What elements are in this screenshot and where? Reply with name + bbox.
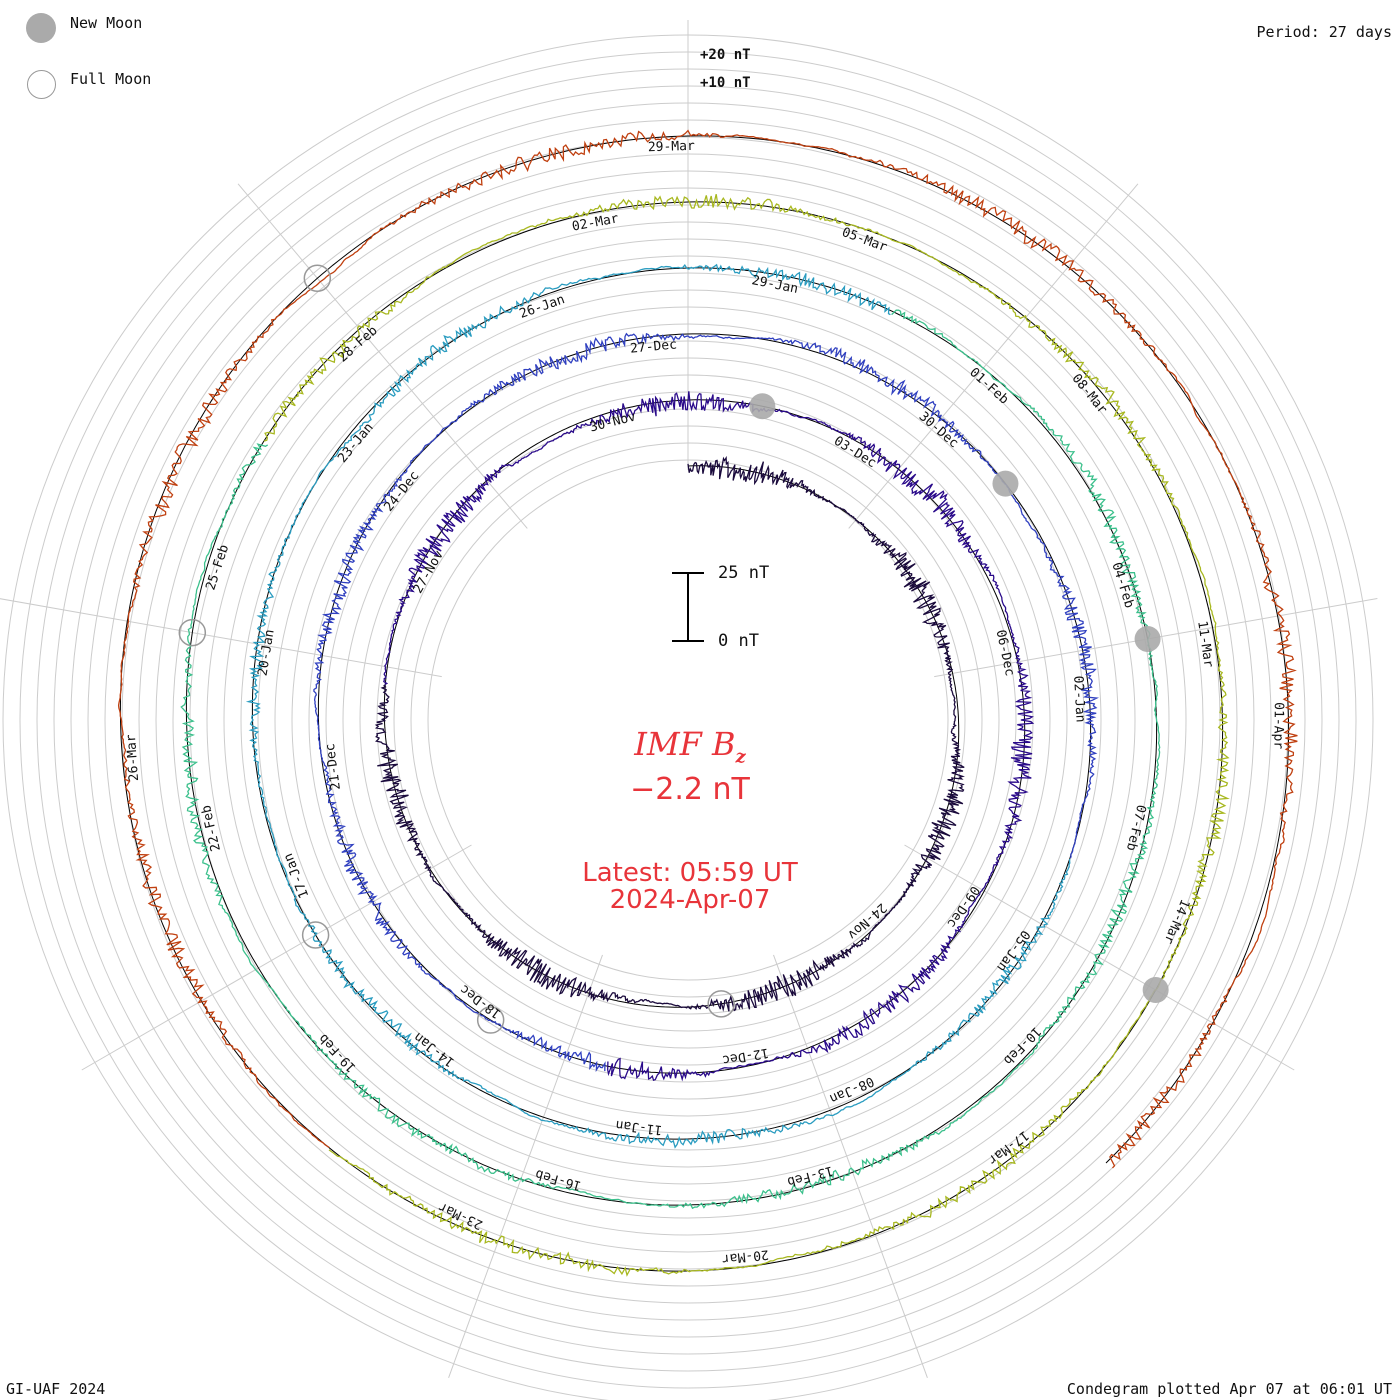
- latest-date: 2024-Apr-07: [609, 885, 771, 915]
- data-series-line: [180, 309, 1161, 1210]
- baseline-zero-line: [119, 135, 1290, 1272]
- data-series-line: [117, 129, 1298, 1169]
- date-label: 26-Jan: [518, 292, 567, 322]
- scale-label-plus20: +20 nT: [700, 47, 751, 63]
- date-label: 11-Jan: [615, 1117, 663, 1138]
- grid-ring: [393, 425, 983, 1015]
- latest-time: Latest: 05:59 UT: [582, 858, 798, 888]
- grid-spoke: [448, 954, 603, 1378]
- date-label: 27-Dec: [629, 337, 677, 356]
- new-moon-marker: [1134, 625, 1161, 652]
- new-moon-icon: [26, 13, 56, 43]
- grid-spoke: [81, 844, 472, 1071]
- date-label: 20-Jan: [255, 628, 277, 677]
- period-label: Period: 27 days: [1256, 23, 1392, 41]
- grid-ring: [342, 374, 1034, 1066]
- full-moon-marker: [707, 990, 735, 1018]
- date-label: 25-Feb: [203, 543, 232, 592]
- parameter-name: IMF B: [634, 725, 736, 763]
- grid-spoke: [237, 183, 528, 529]
- date-labels: 24-Nov27-Nov30-Nov03-Dec06-Dec09-Dec12-D…: [124, 139, 1286, 1266]
- grid-spoke: [904, 844, 1295, 1071]
- parameter-subscript: z: [735, 746, 746, 768]
- data-series-line: [245, 263, 1071, 1149]
- data-series-line: [383, 391, 1035, 1082]
- full-moon-marker: [476, 1006, 505, 1034]
- moon-markers: [178, 264, 1169, 1034]
- scale-label-plus10: +10 nT: [700, 75, 751, 91]
- scale-bar-top-label: 25 nT: [718, 563, 770, 583]
- data-series-line: [313, 332, 1099, 1073]
- grid-ring: [376, 408, 1000, 1032]
- grid-spoke: [0, 598, 442, 678]
- credit-label: GI-UAF 2024: [6, 1380, 106, 1398]
- full-moon-label: Full Moon: [70, 70, 152, 88]
- date-label: 12-Dec: [721, 1045, 770, 1068]
- date-label: 21-Dec: [323, 742, 344, 791]
- grid-ring: [359, 391, 1017, 1049]
- date-label: 26-Mar: [124, 734, 142, 782]
- date-label: 11-Mar: [1194, 620, 1216, 669]
- date-label: 07-Feb: [1123, 803, 1149, 852]
- date-label: 01-Apr: [1270, 702, 1285, 749]
- plotted-label: Condegram plotted Apr 07 at 06:01 UT: [1066, 1380, 1392, 1398]
- date-label: 20-Mar: [721, 1246, 769, 1266]
- date-label: 29-Mar: [648, 139, 696, 155]
- full-moon-marker: [301, 921, 330, 949]
- new-moon-marker: [1142, 977, 1169, 1003]
- scale-bar: [672, 572, 704, 642]
- new-moon-label: New Moon: [70, 14, 143, 32]
- date-label: 29-Jan: [750, 273, 799, 297]
- data-series: [117, 129, 1298, 1277]
- baseline-spiral: [119, 135, 1290, 1272]
- grid-spoke: [848, 183, 1139, 529]
- scale-bar-bottom-label: 0 nT: [718, 631, 759, 651]
- grid-spoke: [773, 954, 928, 1378]
- parameter-title: IMF Bz: [500, 725, 880, 767]
- full-moon-icon: [27, 70, 56, 99]
- data-series-line: [374, 455, 965, 1012]
- parameter-value: −2.2 nT: [630, 772, 750, 807]
- new-moon-marker: [749, 393, 776, 420]
- full-moon-marker: [178, 618, 207, 647]
- date-label: 02-Jan: [1070, 675, 1088, 723]
- grid-spokes: [0, 20, 1378, 1378]
- data-series-line: [263, 194, 1230, 1277]
- full-moon-marker: [303, 264, 332, 292]
- new-moon-marker: [992, 470, 1019, 497]
